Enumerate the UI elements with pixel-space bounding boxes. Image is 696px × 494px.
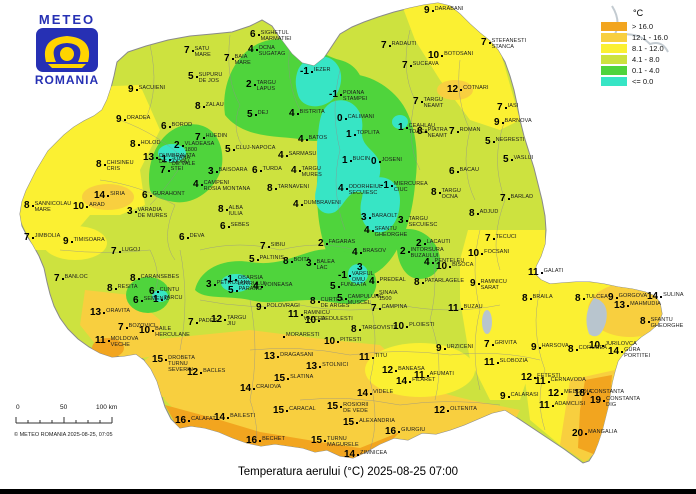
- map-caption: Temperatura aerului (°C) 2025-08-25 07:0…: [237, 466, 459, 478]
- scale-bar-ruler: [15, 417, 113, 424]
- legend-label: 8.1 - 12.0: [632, 43, 664, 53]
- legend-item: 8.1 - 12.0: [601, 43, 693, 53]
- scale-label-0: 0: [16, 404, 20, 411]
- scale-bar: 0 50 100 km © METEO ROMANIA 2025-08-25, …: [14, 404, 126, 438]
- legend-swatch: [601, 21, 627, 31]
- legend-label: 0.1 - 4.0: [632, 65, 660, 75]
- copyright-text: © METEO ROMANIA 2025-08-25, 07:05: [14, 432, 113, 438]
- county-borders: [59, 29, 546, 451]
- legend-swatch: [601, 32, 627, 42]
- legend-swatch: [601, 43, 627, 53]
- bottom-border: [0, 489, 696, 494]
- razim-lagoon: [586, 298, 607, 337]
- legend-item: 0.1 - 4.0: [601, 65, 693, 75]
- legend-item: 4.1 - 8.0: [601, 54, 693, 64]
- temperature-legend: °C > 16.0 12.1 - 16.0 8.1 - 12.0 4.1 - 8.0 0…: [601, 8, 693, 87]
- legend-label: <= 0.0: [632, 76, 654, 86]
- legend-item: > 16.0: [601, 21, 693, 31]
- braila-marsh: [482, 310, 492, 334]
- scale-label-100: 100 km: [96, 404, 118, 411]
- legend-label: 4.1 - 8.0: [632, 54, 660, 64]
- meteo-romania-logo: METEO ROMANIA: [22, 12, 112, 87]
- legend-label: 12.1 - 16.0: [632, 32, 668, 42]
- legend-label: > 16.0: [632, 21, 654, 31]
- scale-label-50: 50: [60, 404, 68, 411]
- legend-item: <= 0.0: [601, 76, 693, 86]
- logo-omega-icon: [36, 28, 98, 72]
- logo-text-romania: ROMANIA: [34, 73, 100, 87]
- legend-swatch: [601, 76, 627, 86]
- legend-swatch: [601, 54, 627, 64]
- legend-swatch: [601, 65, 627, 75]
- legend-item: 12.1 - 16.0: [601, 32, 693, 42]
- logo-text-meteo: METEO: [38, 12, 96, 27]
- legend-title: °C: [633, 8, 644, 18]
